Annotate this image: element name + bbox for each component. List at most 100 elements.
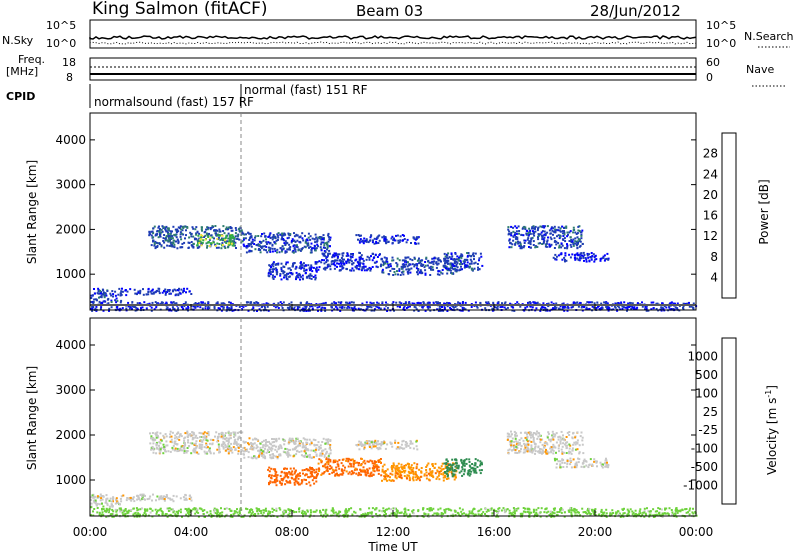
power-echo-cell [364,265,367,268]
power-echo-cell [194,302,197,304]
power-echo-cell [298,267,301,270]
power-echo-cell [201,241,204,244]
velocity-echo-cell [391,473,394,476]
power-echo-cell [548,229,551,232]
velocity-echo-cell [324,448,327,451]
power-echo-cell [472,252,475,255]
power-echo-cell [399,274,402,276]
power-echo-cell [280,238,283,241]
power-echo-cell [294,267,297,270]
station-title: King Salmon (fitACF) [92,0,268,19]
velocity-echo-cell [199,436,201,439]
power-echo-cell [527,232,529,235]
velocity-echo-cell [589,458,592,461]
velocity-echo-cell [384,478,387,481]
velocity-echo-cell [359,473,361,476]
power-echo-cell [284,250,287,253]
power-echo-cell [118,287,121,290]
power-echo-cell [665,306,668,309]
power-echo-cell [430,265,433,268]
power-echo-cell [266,251,269,254]
velocity-echo-cell [275,477,278,480]
velocity-echo-cell [554,433,557,436]
velocity-echo-cell [190,499,193,502]
velocity-echo-cell [522,439,525,442]
power-echo-cell [558,307,560,310]
velocity-echo-cell [176,447,179,450]
power-echo-cell [631,306,634,309]
velocity-echo-cell [443,462,446,465]
power-echo-cell [336,262,339,265]
velocity-echo-cell [593,458,596,461]
power-echo-cell [354,266,357,268]
velocity-echo-cell [306,448,309,451]
power-echo-cell [320,249,323,252]
velocity-echo-cell [295,445,298,448]
power-echo-cell [577,305,580,308]
power-echo-cell [258,240,261,243]
power-echo-cell [384,238,387,240]
power-echo-cell [264,245,266,248]
power-echo-cell [345,268,348,270]
power-echo-cell [245,251,248,254]
power-echo-cell [531,236,534,239]
power-echo-cell [470,306,473,308]
velocity-echo-cell [399,472,402,475]
power-echo-cell [233,236,236,239]
velocity-echo-cell [165,440,168,443]
power-echo-cell [381,236,384,239]
power-echo-cell [329,268,332,271]
velocity-echo-cell [279,453,282,456]
power-echo-cell [316,306,319,309]
velocity-echo-cell [149,432,151,435]
velocity-echo-cell [570,507,573,509]
power-echo-cell [588,253,591,256]
velocity-echo-cell [179,433,182,436]
power-echo-cell [177,242,180,245]
power-echo-cell [534,302,537,305]
power-echo-cell [206,226,209,229]
power-echo-cell [294,240,297,243]
velocity-echo-cell [310,440,313,443]
power-echo-cell [345,260,348,263]
velocity-echo-cell [536,437,539,440]
velocity-echo-cell [280,446,283,449]
velocity-echo-cell [169,433,172,436]
velocity-echo-cell [265,451,268,454]
power-echo-cell [451,255,454,258]
power-echo-cell [455,260,458,263]
velocity-echo-cell [179,447,182,450]
velocity-echo-cell [192,436,194,439]
power-echo-cell [602,255,605,258]
velocity-echo-cell [191,434,194,437]
velocity-echo-cell [203,431,206,434]
velocity-echo-cell [398,476,401,479]
power-echo-cell [439,307,442,310]
velocity-echo-cell [364,462,367,465]
velocity-echo-cell [200,446,203,449]
power-echo-cell [345,255,348,257]
velocity-echo-cell [218,448,221,451]
power-echo-cell [326,241,329,244]
power-echo-cell [310,274,313,277]
velocity-echo-cell [165,444,168,447]
velocity-echo-cell [600,508,603,511]
velocity-echo-cell [442,479,445,482]
power-echo-cell [267,246,270,249]
power-echo-cell [554,228,557,231]
power-echo-cell [303,245,306,248]
velocity-echo-cell [601,466,604,469]
power-echo-cell [182,290,185,292]
velocity-echo-cell [323,471,326,473]
power-echo-cell [267,236,270,238]
velocity-echo-cell [578,458,581,461]
power-echo-cell [204,302,207,305]
velocity-echo-cell [284,474,287,477]
power-echo-cell [445,261,448,264]
power-echo-cell [544,308,547,311]
velocity-echo-cell [188,494,191,497]
velocity-echo-cell [298,442,301,445]
velocity-echo-cell [289,467,292,470]
velocity-echo-cell [267,468,270,471]
velocity-echo-cell [326,465,329,468]
